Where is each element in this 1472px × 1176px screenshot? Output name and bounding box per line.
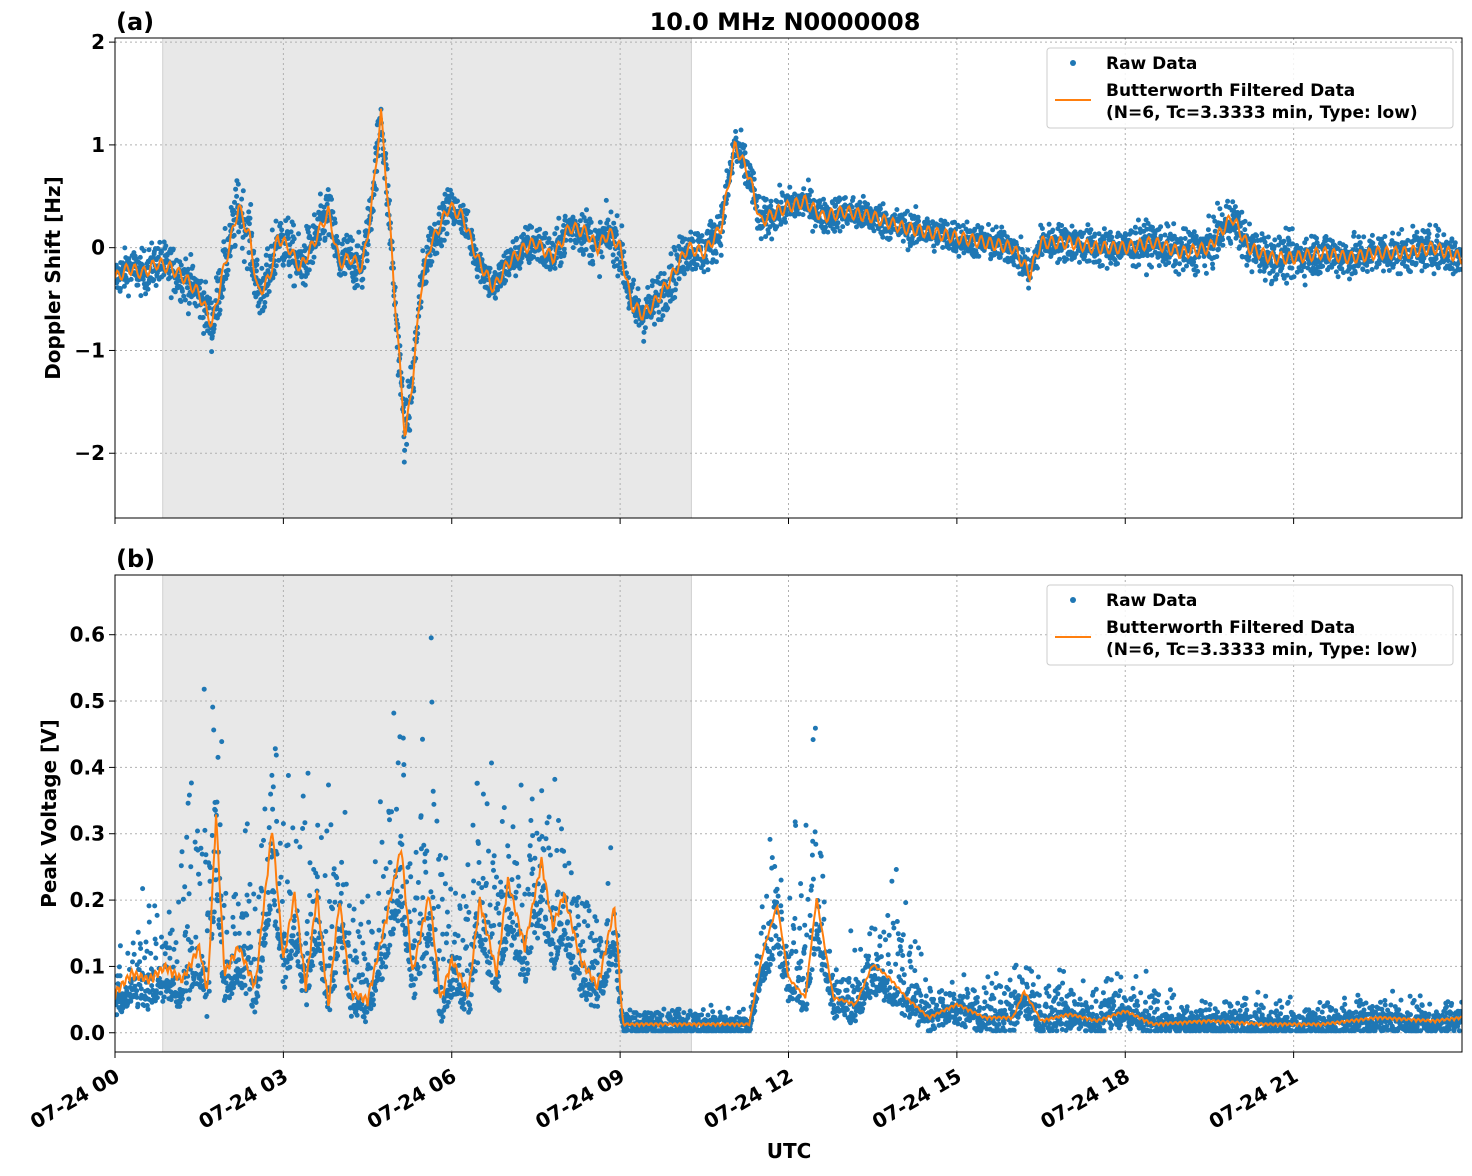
legend-box: [1046, 584, 1454, 666]
y-tick-label: 0.6: [70, 623, 105, 647]
x-tick-label: 07-24 03: [194, 1064, 292, 1134]
raw-data-points: [115, 106, 1462, 465]
y-tick-label: 2: [91, 30, 105, 54]
legend-raw-marker: [1070, 60, 1076, 66]
chart-title: 10.0 MHz N0000008: [650, 8, 921, 36]
legend: Raw Data Butterworth Filtered Data(N=6, T…: [1046, 584, 1454, 666]
y-tick-label: 0.0: [70, 1021, 105, 1045]
y-tick-label: 0: [91, 236, 105, 260]
panel-label: (b): [116, 545, 155, 573]
x-tick-label: 07-24 15: [868, 1064, 966, 1134]
legend-filtered-params: (N=6, Tc=3.3333 min, Type: low): [1106, 103, 1418, 123]
y-axis-label: Peak Voltage [V]: [37, 719, 61, 908]
legend-raw-label: Raw Data: [1106, 54, 1197, 74]
x-tick-label: 07-24 18: [1036, 1064, 1134, 1134]
y-tick-label: 0.3: [70, 822, 105, 846]
x-tick-label: 07-24 06: [363, 1064, 461, 1134]
y-tick-label: −1: [74, 338, 105, 362]
x-tick-label: 07-24 00: [26, 1064, 124, 1134]
filtered-data-line: [115, 814, 1462, 1029]
shaded-region: [162, 574, 692, 1053]
y-tick-label: 0.4: [70, 755, 105, 779]
y-axis-label: Doppler Shift [Hz]: [41, 176, 65, 380]
legend-filtered-label: Butterworth Filtered Data: [1106, 618, 1355, 638]
legend-filtered-params: (N=6, Tc=3.3333 min, Type: low): [1106, 640, 1418, 660]
y-tick-label: 0.1: [70, 954, 105, 978]
filtered-data-line: [115, 108, 1462, 438]
panel-a: −2 −1 0 1 2 Doppler Shift [Hz] (a) Raw Data Butt…: [41, 8, 1463, 524]
shaded-region: [162, 37, 692, 519]
panel-label: (a): [116, 8, 154, 36]
legend-raw-label: Raw Data: [1106, 591, 1197, 611]
panel-b: 0.0 0.1 0.2 0.3 0.4 0.5 0.6 07-24 00 07-24 03 07-…: [26, 545, 1463, 1134]
legend-box: [1046, 47, 1454, 129]
legend-filtered-label: Butterworth Filtered Data: [1106, 81, 1355, 101]
legend: Raw Data Butterworth Filtered Data(N=6, T…: [1046, 47, 1454, 129]
y-tick-label: 0.2: [70, 888, 105, 912]
x-tick-label: 07-24 12: [699, 1064, 797, 1134]
y-tick-label: 0.5: [70, 689, 105, 713]
y-tick-label: −2: [74, 441, 105, 465]
x-tick-label: 07-24 21: [1205, 1064, 1303, 1134]
x-axis-label: UTC: [767, 1139, 812, 1163]
legend-raw-marker: [1070, 597, 1076, 603]
x-tick-label: 07-24 09: [531, 1064, 629, 1134]
y-tick-label: 1: [91, 133, 105, 157]
